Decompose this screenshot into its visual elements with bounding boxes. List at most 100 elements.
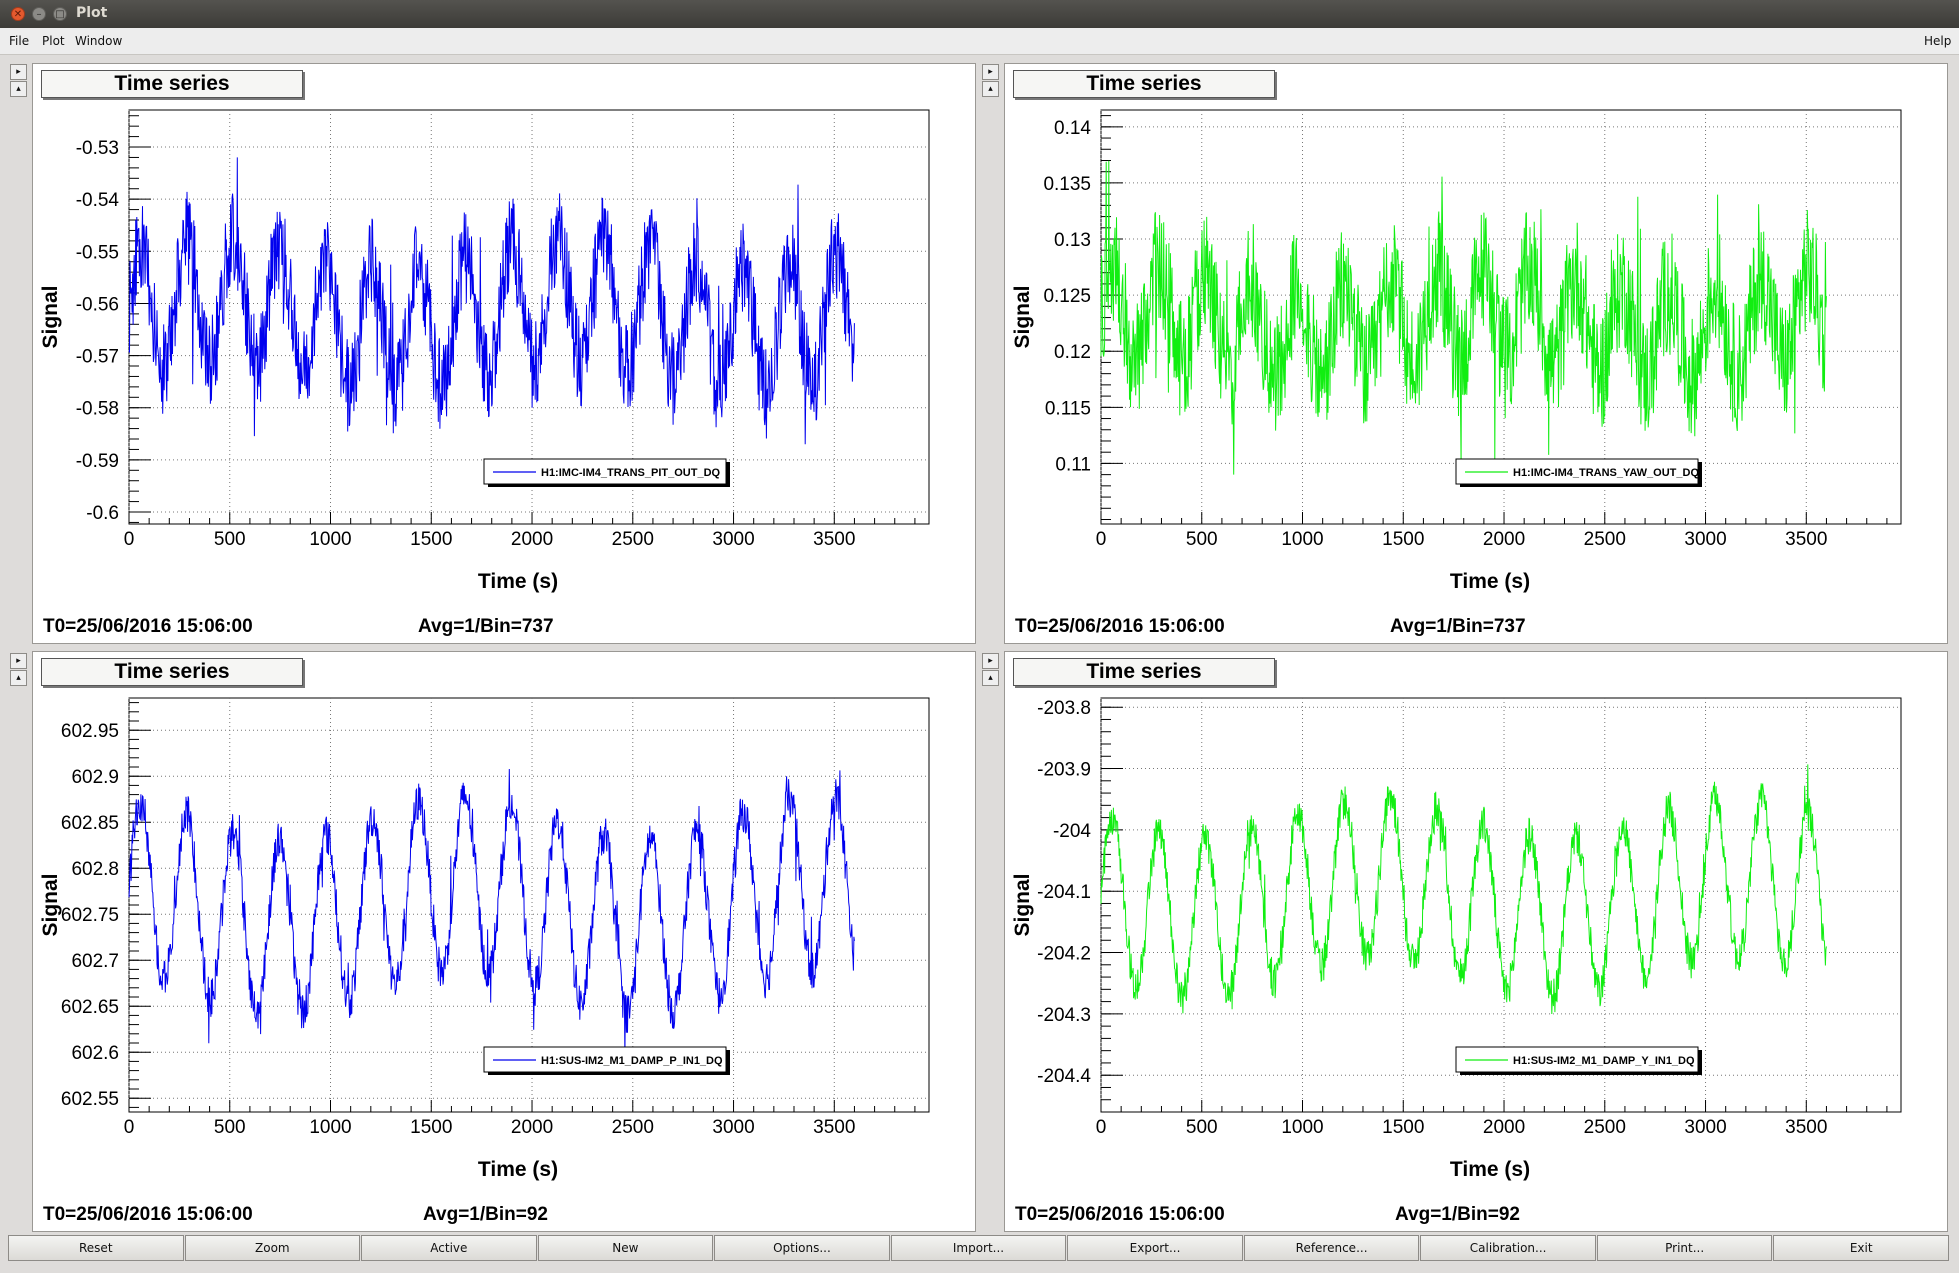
y-tick-label: -0.55 xyxy=(76,242,119,263)
series-line xyxy=(1100,160,1827,475)
y-axis-label: Signal xyxy=(1011,285,1034,348)
x-tick-label: 3500 xyxy=(813,1117,855,1138)
x-tick-label: 2000 xyxy=(511,529,553,550)
x-tick-label: 3000 xyxy=(712,529,754,550)
plot-panel-bottom-right[interactable]: Time series 0 500 1000 1500 2000 2500 3000 3500… xyxy=(1004,651,1948,1232)
legend-label: H1:SUS-IM2_M1_DAMP_Y_IN1_DQ xyxy=(1513,1055,1695,1067)
x-tick-label: 2500 xyxy=(612,529,654,550)
y-tick-label: -0.57 xyxy=(76,347,119,368)
scroll-right-icon[interactable]: ▸ xyxy=(10,653,27,669)
title-bar: ✕ – □ Plot xyxy=(0,0,1959,28)
t0-label: T0=25/06/2016 15:06:00 xyxy=(43,1204,253,1225)
x-tick-label: 0 xyxy=(1096,529,1107,550)
x-tick-label: 0 xyxy=(124,1117,135,1138)
menu-plot[interactable]: Plot xyxy=(42,34,65,48)
menu-bar: File Plot Window Help xyxy=(0,28,1959,55)
close-window-button[interactable]: ✕ xyxy=(11,7,25,21)
plot-panel-top-left[interactable]: Time series 0 500 1000 1500 2000 2500 3000 3500… xyxy=(32,63,976,644)
calibration-button[interactable]: Calibration... xyxy=(1420,1235,1596,1261)
active-button[interactable]: Active xyxy=(361,1235,537,1261)
x-tick-label: 2500 xyxy=(1584,1117,1626,1138)
x-tick-label: 500 xyxy=(1186,1117,1218,1138)
y-tick-label: -0.6 xyxy=(86,503,119,524)
y-tick-label: 602.8 xyxy=(71,859,119,880)
x-tick-label: 1500 xyxy=(1382,529,1424,550)
x-tick-label: 500 xyxy=(214,529,246,550)
y-tick-label: 0.14 xyxy=(1054,118,1091,139)
y-tick-label: -0.54 xyxy=(76,190,120,211)
x-tick-label: 3000 xyxy=(1684,529,1726,550)
y-tick-label: 0.13 xyxy=(1054,230,1091,251)
x-tick-label: 1500 xyxy=(410,1117,452,1138)
maximize-window-button[interactable]: □ xyxy=(53,7,67,21)
print-button[interactable]: Print... xyxy=(1596,1235,1773,1261)
scroll-up-icon[interactable]: ▴ xyxy=(982,81,999,97)
t0-label: T0=25/06/2016 15:06:00 xyxy=(43,616,253,637)
y-tick-label: -204.3 xyxy=(1037,1005,1091,1026)
legend: H1:SUS-IM2_M1_DAMP_Y_IN1_DQ xyxy=(1455,1046,1702,1075)
minimize-window-button[interactable]: – xyxy=(32,7,46,21)
plot-panel-bottom-left[interactable]: Time series 0 500 1000 1500 2000 2500 3000 3500… xyxy=(32,651,976,1232)
reference-button[interactable]: Reference... xyxy=(1243,1235,1420,1261)
x-tick-label: 1500 xyxy=(410,529,452,550)
x-tick-label: 1500 xyxy=(1382,1117,1424,1138)
scroll-right-icon[interactable]: ▸ xyxy=(10,64,27,80)
exit-button[interactable]: Exit xyxy=(1773,1235,1949,1261)
y-tick-label: -0.58 xyxy=(76,399,119,420)
x-tick-label: 2500 xyxy=(612,1117,654,1138)
y-tick-label: 0.115 xyxy=(1045,398,1091,419)
y-tick-label: -204.4 xyxy=(1037,1066,1091,1087)
scroll-right-icon[interactable]: ▸ xyxy=(982,653,999,669)
x-tick-label: 3000 xyxy=(712,1117,754,1138)
scroll-up-icon[interactable]: ▴ xyxy=(10,670,27,686)
reset-button[interactable]: Reset xyxy=(8,1235,184,1261)
x-tick-label: 0 xyxy=(124,529,135,550)
y-tick-label: 602.55 xyxy=(61,1089,119,1110)
plot-frame xyxy=(128,697,930,1113)
new-button[interactable]: New xyxy=(537,1235,714,1261)
y-tick-label: -204.1 xyxy=(1037,882,1091,903)
menu-help[interactable]: Help xyxy=(1924,34,1952,48)
y-tick-label: -203.9 xyxy=(1037,760,1091,781)
x-tick-label: 1000 xyxy=(309,1117,351,1138)
scroll-up-icon[interactable]: ▴ xyxy=(982,670,999,686)
x-axis-label: Time (s) xyxy=(478,1158,558,1181)
chart-damp-y: 0 500 1000 1500 2000 2500 3000 3500 -203.8 -203.9… xyxy=(1011,697,1902,1225)
x-tick-label: 3500 xyxy=(1785,1117,1827,1138)
y-tick-label: 602.6 xyxy=(71,1043,119,1064)
bottom-toolbar: Reset Zoom Active New Options... Import... Exp… xyxy=(8,1235,1950,1261)
avg-bin-label: Avg=1/Bin=92 xyxy=(1395,1204,1520,1225)
export-button[interactable]: Export... xyxy=(1067,1235,1243,1261)
import-button[interactable]: Import... xyxy=(890,1235,1067,1261)
t0-label: T0=25/06/2016 15:06:00 xyxy=(1015,616,1225,637)
scroll-up-icon[interactable]: ▴ xyxy=(10,81,27,97)
chart-pit: 0 500 1000 1500 2000 2500 3000 3500 -0.53 -0.54 -0… xyxy=(39,109,930,637)
tab-time-series[interactable]: Time series xyxy=(41,70,303,98)
tab-time-series[interactable]: Time series xyxy=(1013,658,1275,686)
x-tick-label: 1000 xyxy=(1281,529,1323,550)
y-tick-label: -0.53 xyxy=(76,138,119,159)
series-line xyxy=(128,157,855,445)
x-tick-label: 500 xyxy=(1186,529,1218,550)
tab-time-series[interactable]: Time series xyxy=(41,658,303,686)
window-title: Plot xyxy=(76,5,108,21)
y-axis-label: Signal xyxy=(1011,873,1034,936)
tab-time-series[interactable]: Time series xyxy=(1013,70,1275,98)
y-tick-label: -204.2 xyxy=(1037,944,1091,965)
menu-window[interactable]: Window xyxy=(75,34,123,48)
options-button[interactable]: Options... xyxy=(714,1235,890,1261)
y-tick-label: 0.12 xyxy=(1054,342,1091,363)
x-tick-label: 1000 xyxy=(1281,1117,1323,1138)
y-tick-label: 0.125 xyxy=(1043,286,1091,307)
t0-label: T0=25/06/2016 15:06:00 xyxy=(1015,1204,1225,1225)
y-tick-label: 0.135 xyxy=(1043,174,1091,195)
menu-file[interactable]: File xyxy=(9,34,30,48)
x-tick-label: 500 xyxy=(214,1117,246,1138)
avg-bin-label: Avg=1/Bin=737 xyxy=(418,616,554,637)
y-tick-label: 602.95 xyxy=(61,721,119,742)
scroll-right-icon[interactable]: ▸ xyxy=(982,64,999,80)
x-tick-label: 2000 xyxy=(511,1117,553,1138)
x-tick-label: 2000 xyxy=(1483,1117,1525,1138)
zoom-button[interactable]: Zoom xyxy=(184,1235,361,1261)
plot-panel-top-right[interactable]: Time series 0 500 1000 1500 2000 2500 3000 3500… xyxy=(1004,63,1948,644)
